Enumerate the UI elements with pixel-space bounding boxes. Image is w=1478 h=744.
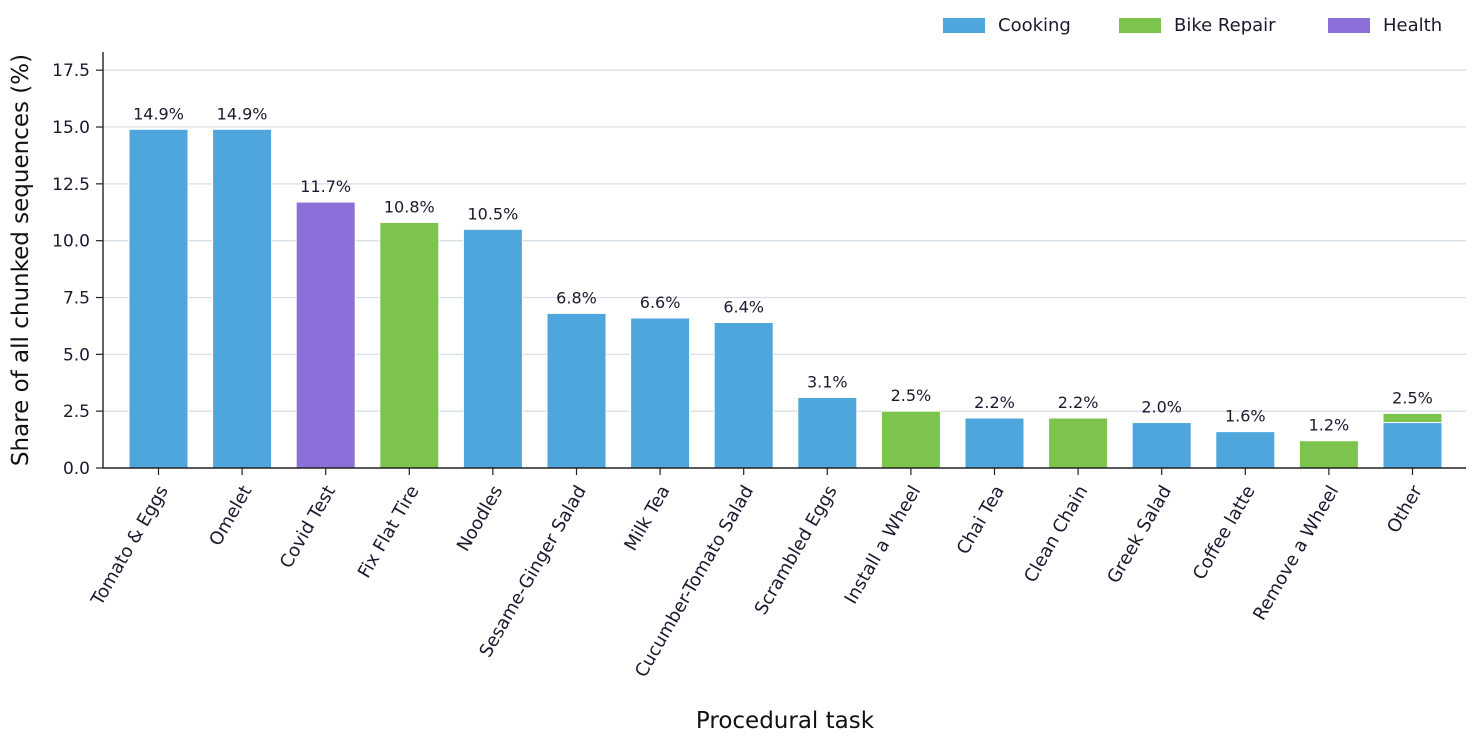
x-tick-label: Omelet [205, 482, 256, 550]
data-label: 2.5% [1392, 388, 1433, 407]
bar-cooking [128, 128, 189, 469]
data-label: 14.9% [133, 104, 184, 123]
y-tick-label: 15.0 [52, 118, 90, 138]
bar-cooking [462, 228, 523, 469]
x-tick-label: Clean Chain [1020, 482, 1092, 586]
bars [128, 128, 1443, 469]
x-tick-label: Scrambled Eggs [751, 482, 842, 619]
legend-swatch-health [1328, 18, 1370, 33]
data-label: 11.7% [300, 177, 351, 196]
x-tick-label: Other [1383, 481, 1427, 536]
data-label: 6.6% [640, 293, 681, 312]
data-label: 14.9% [217, 104, 268, 123]
legend: Cooking Bike Repair Health [943, 15, 1442, 36]
data-label: 1.6% [1225, 407, 1266, 426]
data-label: 10.8% [384, 197, 435, 216]
bar-cooking [713, 322, 774, 469]
data-label: 1.2% [1309, 416, 1350, 435]
data-label: 2.0% [1141, 398, 1182, 417]
bar-cooking [630, 317, 691, 469]
x-tick-label: Covid Test [276, 482, 340, 572]
y-tick-label: 5.0 [63, 345, 90, 365]
y-tick-label: 0.0 [63, 459, 90, 479]
y-ticks: 0.0 2.5 5.0 7.5 10.0 12.5 15.0 17.5 [52, 61, 103, 479]
bar-cooking [1215, 431, 1276, 469]
x-tick-label: Noodles [453, 482, 507, 555]
bar-cooking [797, 397, 858, 469]
data-label: 3.1% [807, 373, 848, 392]
y-tick-label: 12.5 [52, 175, 90, 195]
data-label: 6.4% [723, 298, 764, 317]
bar-cooking [1382, 422, 1443, 469]
bar-health [295, 201, 356, 469]
data-label: 2.5% [891, 386, 932, 405]
legend-swatch-bike-repair [1119, 18, 1161, 33]
data-label: 2.2% [1058, 393, 1099, 412]
x-tick-label: Coffee latte [1189, 482, 1260, 584]
bar-cooking [212, 128, 273, 469]
y-axis-title: Share of all chunked sequences (%) [8, 54, 34, 466]
bar-bike-repair [379, 221, 440, 469]
value-labels: 14.9% 14.9% 11.7% 10.8% 10.5% 6.8% 6.6% 6.4% 3.1… [133, 104, 1433, 434]
x-ticks: Tomato & Eggs Omelet Covid Test Fix Flat Ti… [87, 468, 1427, 681]
bar-bike-repair [1298, 440, 1359, 469]
legend-swatch-cooking [943, 18, 985, 33]
x-tick-label: Install a Wheel [841, 482, 926, 608]
axes [102, 52, 1466, 469]
x-tick-label: Fix Flat Tire [354, 482, 424, 582]
bar-bike-repair [1048, 417, 1109, 469]
bar-cooking [1131, 422, 1192, 469]
y-tick-label: 2.5 [63, 402, 90, 422]
bar-cooking [964, 417, 1025, 469]
x-tick-label: Milk Tea [620, 482, 674, 555]
data-label: 6.8% [556, 288, 597, 307]
x-tick-label: Chai Tea [953, 482, 1009, 558]
bar-bike-repair [1382, 412, 1443, 424]
data-label: 10.5% [467, 204, 518, 223]
x-tick-label: Greek Salad [1103, 482, 1176, 587]
x-tick-label: Tomato & Eggs [87, 482, 173, 610]
data-label: 2.2% [974, 393, 1015, 412]
y-tick-label: 17.5 [52, 61, 90, 81]
y-tick-label: 7.5 [63, 289, 90, 309]
bar-cooking [546, 312, 607, 469]
legend-label: Bike Repair [1174, 15, 1276, 36]
x-axis-title: Procedural task [696, 708, 875, 734]
legend-label: Health [1383, 15, 1442, 36]
y-tick-label: 10.0 [52, 232, 90, 252]
x-tick-label: Remove a Wheel [1249, 482, 1343, 624]
legend-label: Cooking [998, 15, 1071, 36]
bar-bike-repair [880, 410, 941, 469]
